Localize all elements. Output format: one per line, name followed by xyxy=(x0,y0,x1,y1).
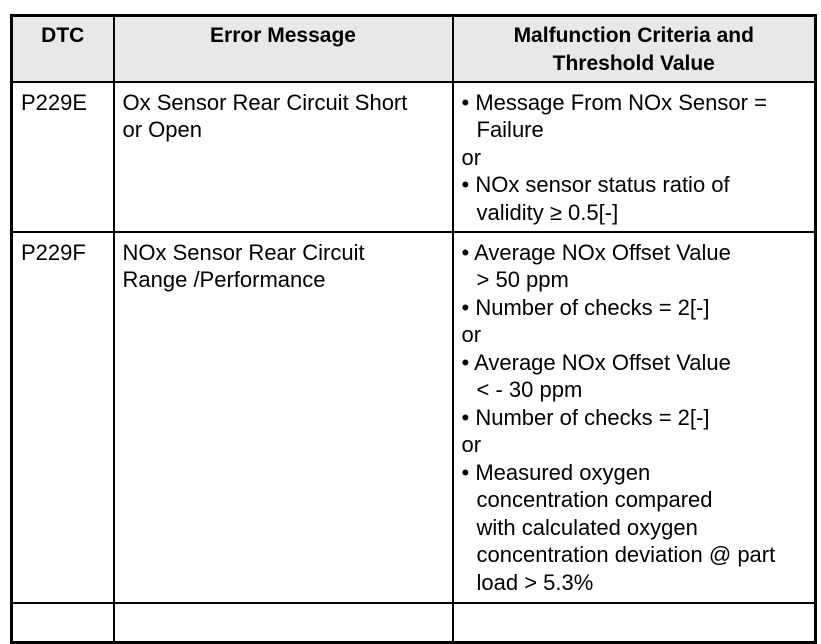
criteria-line: with calculated oxygen xyxy=(476,514,698,540)
criteria-line: Failure xyxy=(476,117,544,142)
error-message-line: Ox Sensor Rear Circuit Short xyxy=(122,89,408,115)
criteria-line: concentration deviation @ part xyxy=(476,542,776,567)
criteria-line: or xyxy=(461,322,482,347)
criteria-line: < - 30 ppm xyxy=(476,377,583,402)
criteria-line: • Message From NOx Sensor = xyxy=(461,89,767,115)
header-criteria-line-1: Malfunction Criteria and xyxy=(513,24,754,47)
criteria-line: • Number of checks = 2[-] xyxy=(461,294,710,320)
header-dtc-label: DTC xyxy=(41,24,85,47)
table-row-p229e: P229E Ox Sensor Rear Circuit Short or Op… xyxy=(10,80,817,233)
header-row: DTC Error Message Malfunction Criteria a… xyxy=(10,14,817,83)
criteria-line: > 50 ppm xyxy=(476,267,569,292)
criteria-line: or xyxy=(461,432,482,457)
error-message-line: NOx Sensor Rear Circuit xyxy=(122,239,365,265)
header-error-message: Error Message xyxy=(112,14,454,83)
error-message-cell xyxy=(112,601,454,644)
table-row-p229f: P229F NOx Sensor Rear Circuit Range /Per… xyxy=(10,230,817,604)
dtc-cell: P229F xyxy=(10,230,115,604)
criteria-cell: • Message From NOx Sensor = Failure or •… xyxy=(451,80,817,233)
criteria-line: • Average NOx Offset Value xyxy=(461,349,731,375)
criteria-line: or xyxy=(461,144,482,170)
criteria-line: • Average NOx Offset Value xyxy=(461,239,731,265)
criteria-line: • Number of checks = 2[-] xyxy=(461,404,710,430)
criteria-line: validity ≥ 0.5[-] xyxy=(476,199,619,225)
header-criteria-line-2: Threshold Value xyxy=(552,52,715,75)
error-message-line: or Open xyxy=(122,117,203,142)
table-row-partial xyxy=(10,601,817,644)
criteria-line: • NOx sensor status ratio of xyxy=(461,172,730,197)
criteria-cell: • Average NOx Offset Value > 50 ppm • Nu… xyxy=(451,230,817,604)
dtc-code: P229F xyxy=(21,239,86,265)
error-message-cell: NOx Sensor Rear Circuit Range /Performan… xyxy=(112,230,454,604)
header-dtc: DTC xyxy=(10,14,115,83)
dtc-cell: P229E xyxy=(10,80,115,233)
criteria-cell xyxy=(451,601,817,644)
dtc-table: DTC Error Message Malfunction Criteria a… xyxy=(10,14,817,644)
error-message-cell: Ox Sensor Rear Circuit Short or Open xyxy=(112,80,454,233)
error-message-line: Range /Performance xyxy=(122,267,326,292)
criteria-line: • Measured oxygen xyxy=(461,459,651,485)
header-error-message-label: Error Message xyxy=(210,24,356,47)
criteria-line: load > 5.3% xyxy=(476,569,594,595)
criteria-line: concentration compared xyxy=(476,487,713,512)
dtc-cell xyxy=(10,601,115,644)
dtc-code: P229E xyxy=(21,89,88,115)
header-malfunction-criteria: Malfunction Criteria and Threshold Value xyxy=(451,14,817,83)
